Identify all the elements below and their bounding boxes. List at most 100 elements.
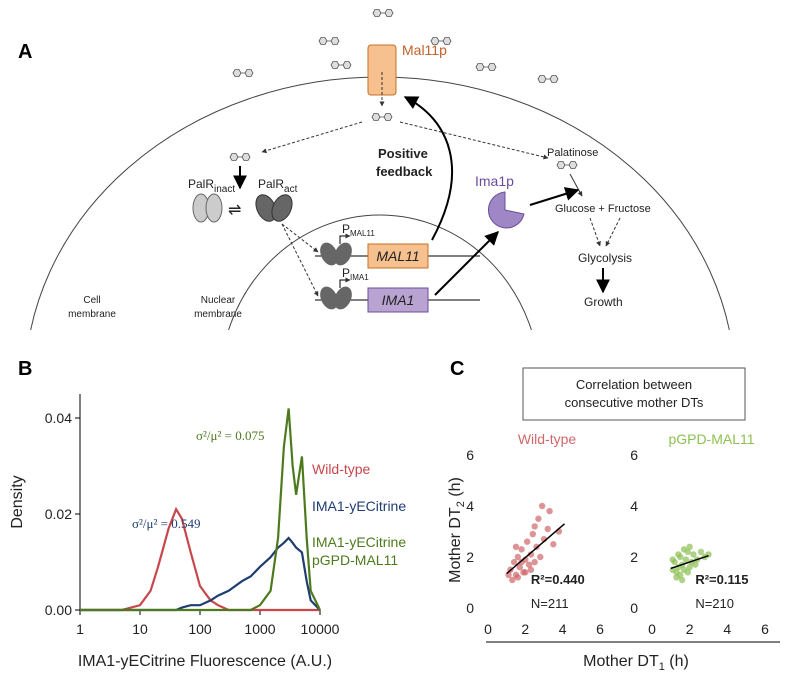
membrane-label: Nuclear [201,295,236,306]
promoter-label: P [342,222,350,236]
legend-entry: Wild-type [312,461,371,477]
membrane-label: Cell [83,295,100,306]
metabolite: Glucose + Fructose [555,203,651,215]
data-point [686,543,693,550]
data-point [546,507,553,515]
x-tick-label: 4 [723,621,731,637]
y-tick-label: 0.00 [45,602,72,618]
metabolite: Palatinose [547,147,598,159]
data-point [686,564,693,571]
promoter-label: P [342,266,350,280]
x-tick-label: 0 [484,621,492,637]
palr-sub: act [284,184,298,195]
feedback-label: feedback [376,164,433,179]
y-tick-label: 0.02 [45,506,72,522]
svg-text:PalRact: PalRact [258,177,298,195]
data-point [512,543,520,550]
x-axis-label-unit: (h) [665,653,689,670]
membrane-label: membrane [68,309,116,320]
feedback-arrow [403,96,454,241]
membrane-label: membrane [194,309,242,320]
data-point [531,558,538,566]
y-tick-label: 6 [466,447,474,463]
y-axis-label-unit: (h) [447,477,464,501]
panel-a: A Mal11p Positive feedback PalRinact Pal… [18,9,730,330]
palr-label: PalR [188,177,214,191]
data-point [538,502,546,510]
svg-text:PIMA1: PIMA1 [342,266,369,282]
x-tick-label: 1 [76,621,84,637]
density-line [80,536,321,612]
data-point [669,556,676,563]
panel-c-title: Correlation between [576,377,692,392]
data-point [697,548,705,556]
panel-c-title: consecutive mother DTs [565,395,704,410]
x-tick-label: 1000 [244,621,275,637]
data-point [690,551,697,558]
ima1p-enzyme [487,191,525,229]
x-tick-label: 100 [188,621,212,637]
x-tick-label: 10000 [301,621,340,637]
feedback-label: Positive [378,146,428,161]
palr-sub: inact [214,184,235,195]
data-point [531,523,538,530]
y-tick-label: 6 [630,447,638,463]
data-point [544,525,551,533]
x-tick-label: 2 [686,621,694,637]
y-tick-label: 2 [630,549,638,565]
data-point [525,561,533,568]
panel-c-title-box [522,367,746,421]
cv-annotation: σ²/μ² = 0.549 [132,516,200,531]
panel-label: A [18,41,32,63]
stat-annotation: N=211 [531,596,569,611]
data-point [550,541,557,548]
y-axis-label-sub: 2 [455,501,467,507]
promoter-sub: IMA1 [350,273,369,282]
ima1p-label: Ima1p [475,173,514,189]
palr-label: PalR [258,177,284,191]
data-point [680,546,688,553]
x-axis-label: Mother DT [583,653,659,670]
x-tick-label: 10 [132,621,148,637]
svg-text:Mother DT2 (h): Mother DT2 (h) [447,477,467,583]
x-axis-label-sub: 1 [659,661,665,673]
y-tick-label: 4 [466,498,474,514]
panel-label: C [450,358,464,380]
svg-text:PMAL11: PMAL11 [342,222,375,238]
data-point [677,571,684,579]
fit-line [670,555,709,570]
gene-label: IMA1 [382,292,415,308]
x-axis-label: IMA1-yECitrine Fluorescence (A.U.) [78,653,332,670]
panel-label: B [18,358,32,380]
fit-line [506,523,566,575]
legend-entry: IMA1-yECitrine [312,498,407,514]
legend-entry: IMA1-yECitrine pGPD-MAL11 [312,534,407,568]
plot-title: pGPD-MAL11 [668,431,754,447]
gene-label: MAL11 [376,248,419,264]
svg-text:PalRinact: PalRinact [188,177,235,195]
svg-text:⇌: ⇌ [228,202,241,219]
data-point [524,538,531,545]
data-point [682,556,690,563]
data-point [692,561,699,568]
density-line [80,408,321,612]
mal11p-label: Mal11p [402,42,447,58]
data-point [522,569,529,576]
nuclear-membrane [228,214,532,330]
y-tick-label: 0.04 [45,410,72,426]
y-axis-label: Density [9,475,26,528]
data-point [514,553,522,561]
y-tick-label: 0 [630,600,638,616]
data-point [516,564,523,571]
data-point [518,546,525,553]
data-point [529,530,536,538]
data-point [684,569,691,576]
metabolite: Glycolysis [578,251,632,265]
x-tick-label: 4 [559,621,567,637]
data-point [535,515,542,522]
x-tick-label: 0 [648,621,656,637]
cv-annotation: σ²/μ² = 0.075 [196,428,264,443]
x-tick-label: 6 [761,621,769,637]
